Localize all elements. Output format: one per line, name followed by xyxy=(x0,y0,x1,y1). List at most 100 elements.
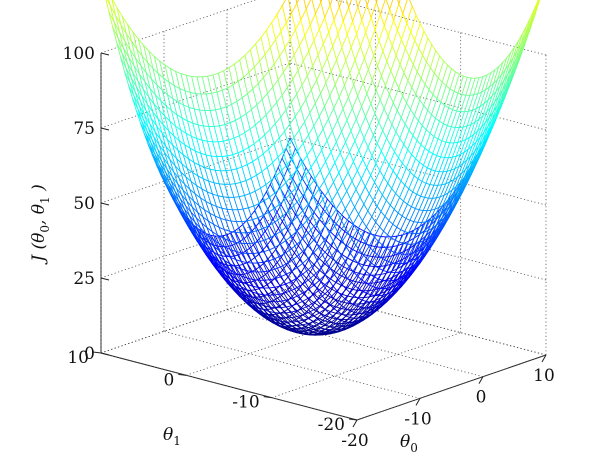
mesh-segment xyxy=(262,260,269,263)
mesh-segment xyxy=(267,314,274,317)
mesh-segment xyxy=(219,125,224,142)
mesh-segment xyxy=(261,228,267,241)
mesh-segment xyxy=(250,271,257,273)
mesh-segment xyxy=(134,91,140,107)
mesh-segment xyxy=(404,48,410,58)
mesh-segment xyxy=(316,254,324,262)
mesh-segment xyxy=(336,240,343,250)
mesh-segment xyxy=(459,169,466,184)
mesh-segment xyxy=(296,325,302,330)
mesh-segment xyxy=(245,247,250,252)
mesh-segment xyxy=(238,274,245,278)
mesh-segment xyxy=(276,267,282,277)
mesh-segment xyxy=(303,319,308,325)
mesh-segment xyxy=(348,295,355,303)
mesh-segment xyxy=(185,74,193,77)
mesh-segment xyxy=(466,109,473,127)
mesh-segment xyxy=(279,312,287,319)
mesh-segment xyxy=(405,243,412,255)
mesh-segment xyxy=(429,50,437,69)
mesh-segment xyxy=(372,278,379,287)
mesh-segment xyxy=(379,157,386,172)
mesh-segment xyxy=(172,98,178,116)
mesh-segment xyxy=(257,261,264,264)
mesh-segment xyxy=(463,164,470,179)
mesh-segment xyxy=(255,297,261,305)
mesh-segment xyxy=(401,203,408,217)
mesh-segment xyxy=(386,271,392,273)
mesh-segment xyxy=(234,181,242,185)
mesh-segment xyxy=(268,287,274,296)
mesh-segment xyxy=(305,0,312,10)
mesh-segment xyxy=(342,232,349,242)
mesh-segment xyxy=(472,145,480,161)
mesh-segment xyxy=(419,245,426,256)
mesh-segment xyxy=(231,249,238,253)
mesh-segment xyxy=(257,77,264,84)
mesh-segment xyxy=(435,184,443,199)
mesh-segment xyxy=(280,306,287,309)
mesh-segment xyxy=(294,116,300,131)
mesh-segment xyxy=(266,269,273,272)
mesh-segment xyxy=(180,129,187,134)
mesh-segment xyxy=(242,281,249,286)
mesh-segment xyxy=(423,105,429,111)
mesh-segment xyxy=(266,162,274,168)
wall-grid-line xyxy=(334,0,547,56)
mesh-segment xyxy=(157,73,165,79)
mesh-segment xyxy=(187,195,195,202)
mesh-segment xyxy=(462,110,469,128)
mesh-segment xyxy=(314,178,320,190)
mesh-segment xyxy=(368,193,374,201)
mesh-segment xyxy=(315,223,321,233)
mesh-segment xyxy=(428,89,434,95)
mesh-segment xyxy=(326,200,333,210)
mesh-segment xyxy=(234,265,241,270)
mesh-segment xyxy=(175,70,182,75)
mesh-segment xyxy=(277,219,283,232)
mesh-segment xyxy=(296,93,302,109)
mesh-segment xyxy=(226,271,231,280)
mesh-segment xyxy=(199,109,204,127)
mesh-segment xyxy=(164,152,171,160)
mesh-segment xyxy=(362,220,367,228)
mesh-segment xyxy=(341,34,348,48)
mesh-segment xyxy=(209,168,215,184)
mesh-segment xyxy=(430,155,438,171)
mesh-segment xyxy=(272,294,278,303)
mesh-segment xyxy=(432,184,439,199)
mesh-segment xyxy=(119,31,124,49)
mesh-segment xyxy=(278,293,283,302)
mesh-segment xyxy=(267,294,273,303)
mesh-segment xyxy=(153,136,160,146)
mesh-segment xyxy=(299,181,305,194)
mesh-segment xyxy=(373,295,380,303)
mesh-segment xyxy=(389,289,396,298)
mesh-segment xyxy=(300,213,306,224)
mesh-segment xyxy=(331,200,337,210)
mesh-segment xyxy=(330,268,335,276)
mesh-segment xyxy=(164,115,171,122)
mesh-segment xyxy=(334,217,341,227)
mesh-segment xyxy=(338,300,345,303)
mesh-segment xyxy=(310,223,317,231)
mesh-segment xyxy=(115,15,122,26)
mesh-segment xyxy=(368,256,374,267)
mesh-segment xyxy=(151,78,158,86)
mesh-segment xyxy=(350,321,357,326)
mesh-segment xyxy=(396,175,402,182)
mesh-segment xyxy=(290,236,296,247)
mesh-segment xyxy=(307,321,314,325)
mesh-segment xyxy=(400,218,407,231)
mesh-segment xyxy=(402,232,410,244)
mesh-segment xyxy=(263,251,269,262)
mesh-segment xyxy=(284,287,290,293)
mesh-segment xyxy=(321,57,328,70)
mesh-segment xyxy=(195,93,200,111)
mesh-segment xyxy=(239,289,245,297)
mesh-segment xyxy=(145,109,151,125)
mesh-segment xyxy=(335,141,341,154)
mesh-segment xyxy=(127,24,134,33)
mesh-segment xyxy=(243,76,248,95)
mesh-segment xyxy=(123,47,128,64)
